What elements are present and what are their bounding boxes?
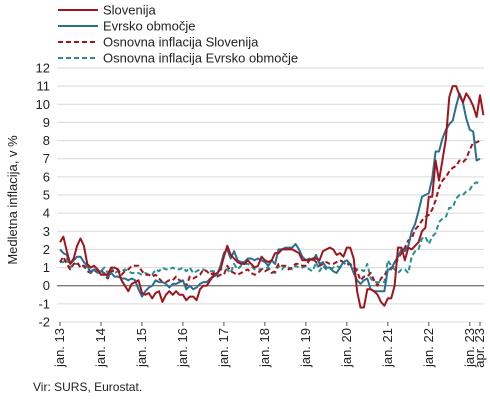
y-tick-label: 8 — [43, 133, 50, 148]
y-tick-label: 7 — [43, 151, 50, 166]
y-tick-label: 5 — [43, 188, 50, 203]
y-tick-label: 4 — [43, 206, 50, 221]
x-tick-label: jan. 18 — [257, 328, 272, 368]
legend-label: Slovenija — [103, 3, 157, 18]
y-tick-label: -2 — [38, 315, 50, 330]
y-tick-label: 3 — [43, 224, 50, 239]
series-line — [59, 85, 485, 309]
x-tick-label: apr. 23 — [472, 328, 487, 368]
y-tick-label: 10 — [36, 97, 50, 112]
y-tick-label: 11 — [37, 79, 51, 94]
x-tick-label: jan. 20 — [339, 328, 354, 368]
y-tick-label: 1 — [43, 260, 50, 275]
x-tick-label: jan. 23 — [462, 328, 477, 368]
series-line — [59, 92, 481, 298]
x-tick-label: jan. 15 — [134, 328, 149, 368]
y-tick-label: 6 — [43, 169, 50, 184]
x-tick-label: jan. 21 — [380, 328, 395, 368]
legend-label: Evrsko območje — [103, 19, 195, 34]
x-tick-label: jan. 13 — [52, 328, 67, 368]
x-tick-label: jan. 19 — [298, 328, 313, 368]
legend-label: Osnovna inflacija Slovenija — [103, 35, 259, 50]
y-tick-label: 2 — [43, 242, 50, 257]
y-tick-label: 12 — [36, 61, 50, 76]
y-tick-label: 0 — [43, 278, 50, 293]
y-tick-label: 9 — [43, 115, 50, 130]
x-tick-label: jan. 14 — [93, 328, 108, 368]
source-note: Vir: SURS, Eurostat. — [33, 380, 143, 394]
series-line — [60, 181, 481, 284]
legend-label: Osnovna inflacija Evrsko območje — [103, 51, 298, 66]
series-lines — [59, 85, 485, 309]
x-axis-ticks: jan. 13 jan. 14 jan. 15 jan. 16 jan. 17 jan. … — [52, 322, 487, 368]
x-tick-label: jan. 22 — [421, 328, 436, 368]
gridlines — [57, 67, 484, 323]
y-axis-title: Medletna inflacija, v % — [5, 135, 20, 265]
y-tick-label: -1 — [38, 296, 50, 311]
x-tick-label: jan. 17 — [216, 328, 231, 368]
x-tick-label: jan. 16 — [175, 328, 190, 368]
